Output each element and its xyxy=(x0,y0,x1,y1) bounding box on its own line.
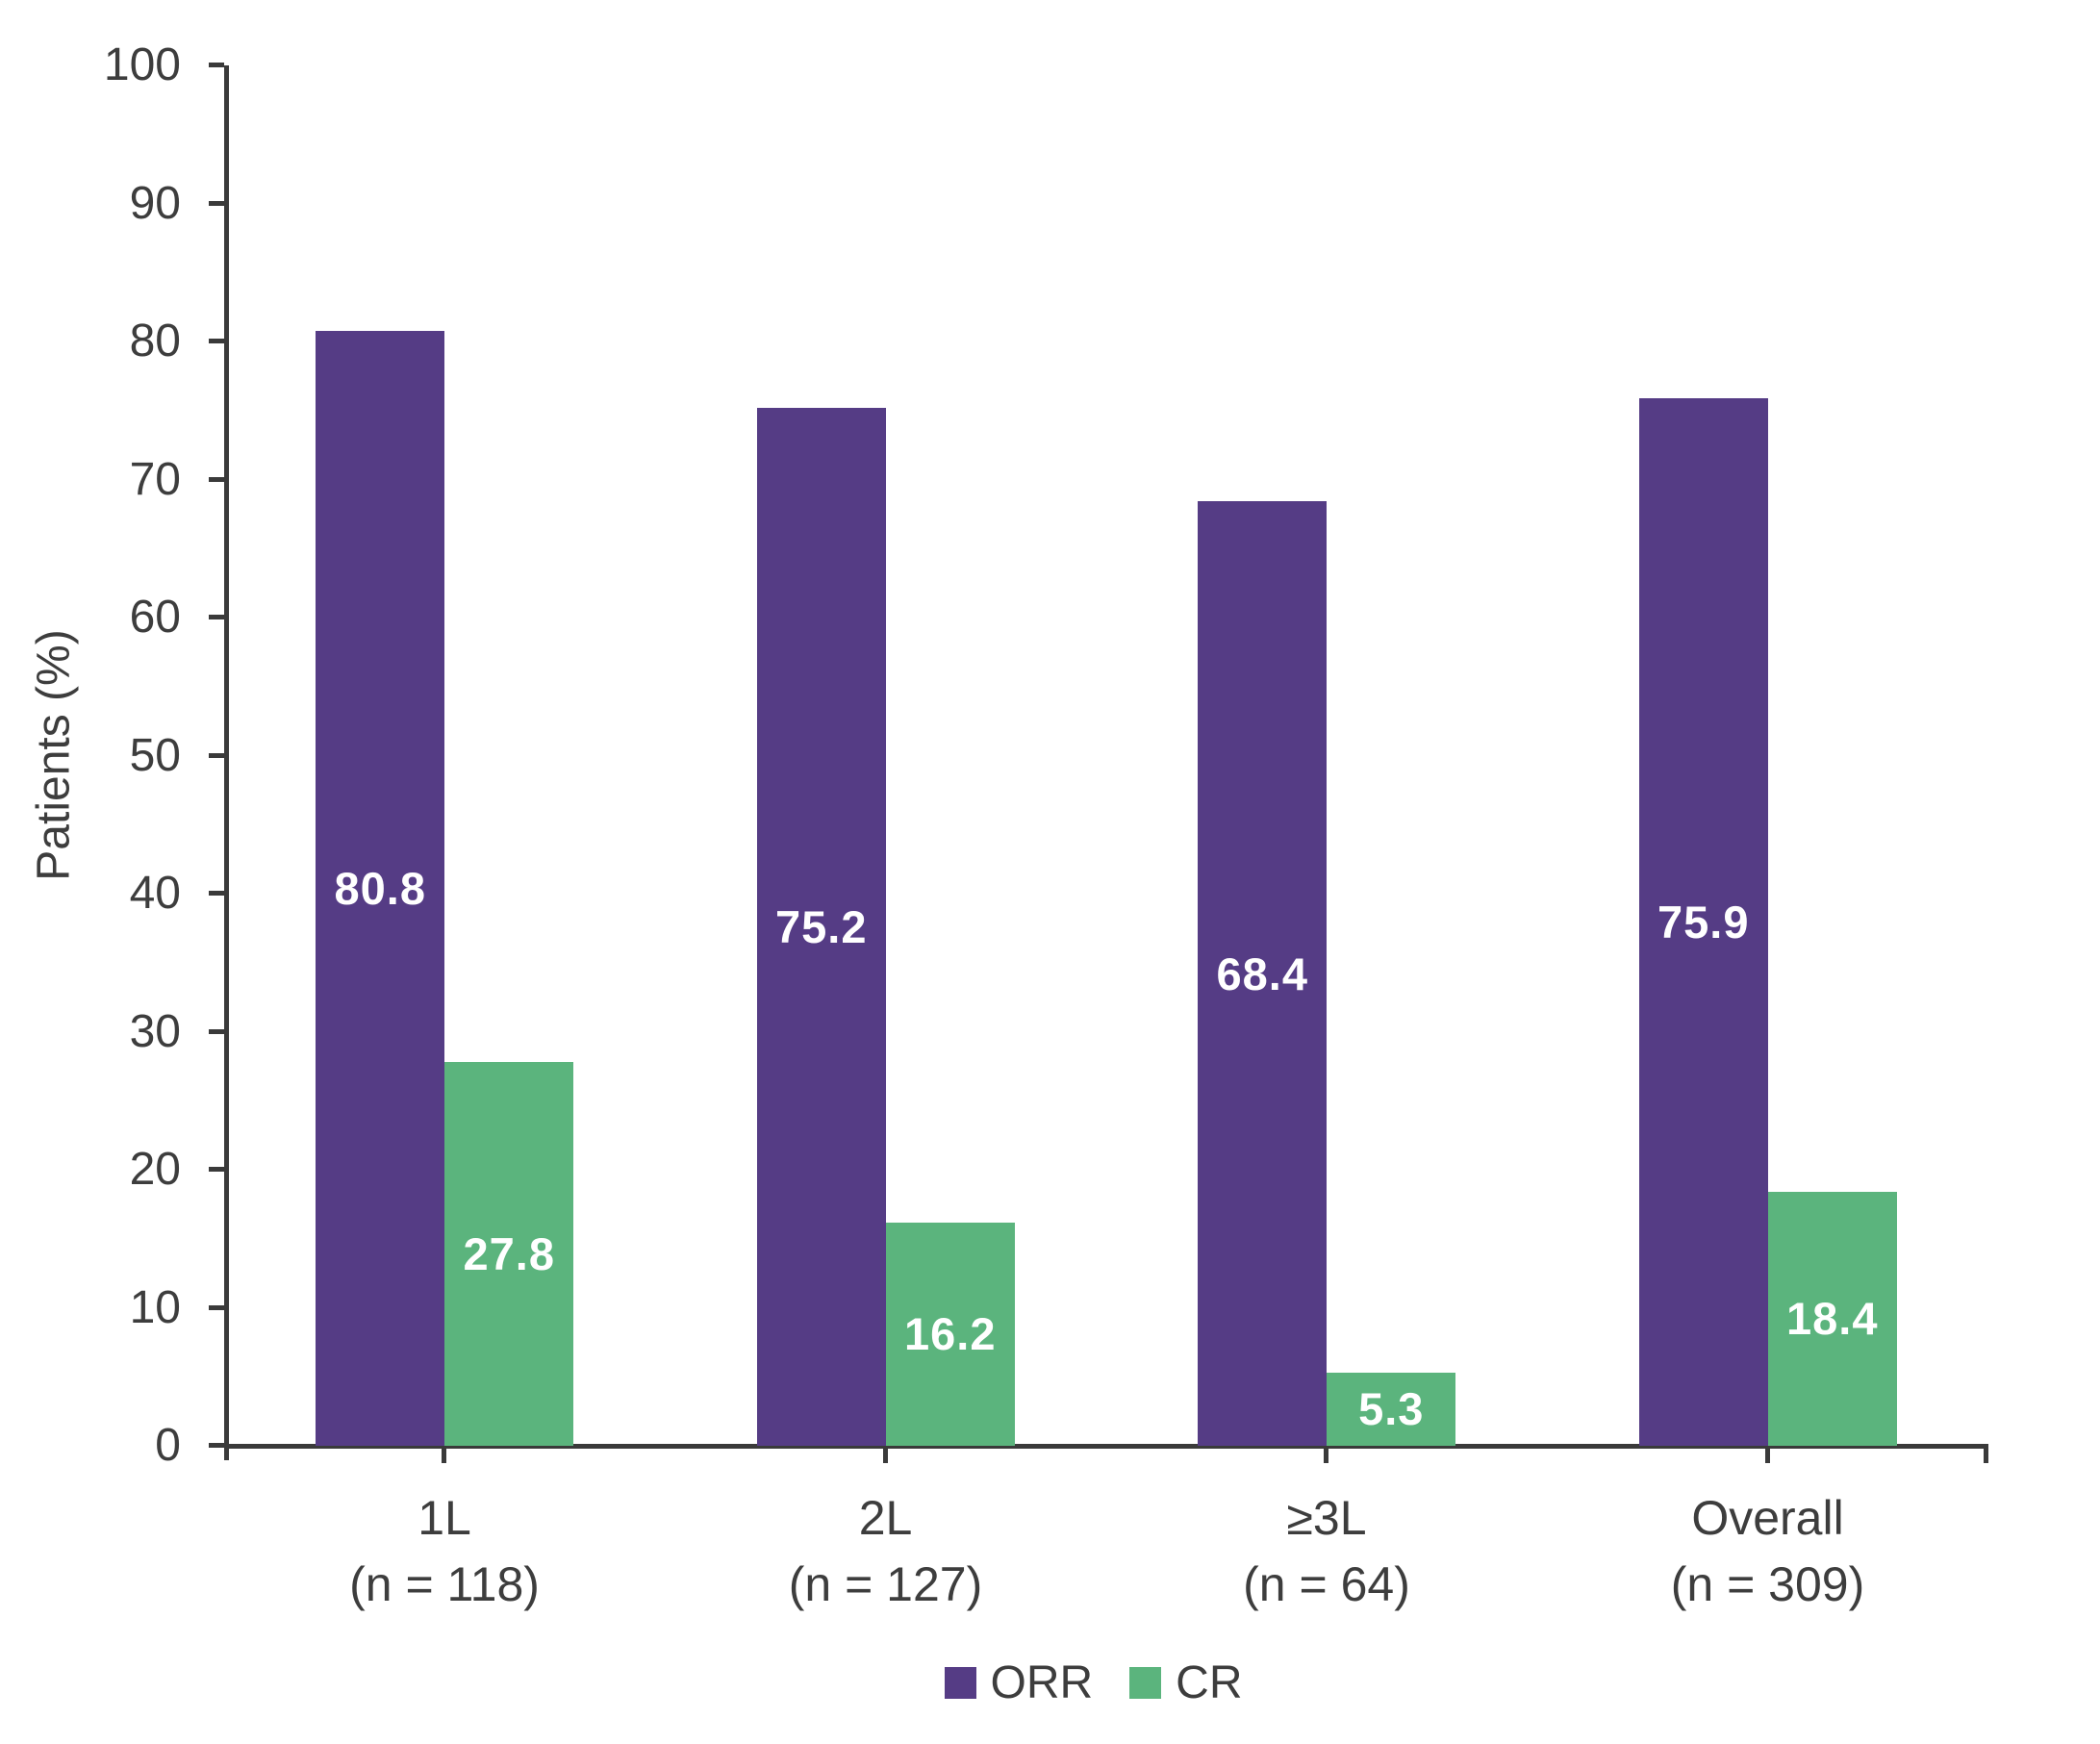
category-n-2: (n = 64) xyxy=(1243,1557,1410,1611)
y-tick-50 xyxy=(209,752,224,758)
bar-orr-3: 75.9 xyxy=(1638,397,1768,1446)
bar-value-cr-1: 16.2 xyxy=(904,1308,997,1360)
bar-value-cr-0: 27.8 xyxy=(463,1228,555,1280)
bar-value-orr-2: 68.4 xyxy=(1216,948,1308,999)
y-tick-30 xyxy=(209,1028,224,1034)
y-tick-20 xyxy=(209,1167,224,1172)
category-n-0: (n = 118) xyxy=(349,1557,540,1611)
x-axis-end-tick xyxy=(1984,1449,1988,1463)
y-tick-100 xyxy=(209,63,224,67)
bar-value-orr-0: 80.8 xyxy=(334,862,426,914)
y-tick-label-50: 50 xyxy=(129,729,181,781)
category-n-3: (n = 309) xyxy=(1670,1557,1865,1611)
y-tick-80 xyxy=(209,339,224,343)
x-tick-0 xyxy=(442,1449,447,1463)
y-tick-10 xyxy=(209,1304,224,1310)
legend-label-orr: ORR xyxy=(990,1657,1094,1708)
category-n-1: (n = 127) xyxy=(788,1557,983,1611)
x-tick-3 xyxy=(1764,1449,1770,1463)
bar-value-orr-1: 75.2 xyxy=(775,900,868,952)
bar-value-cr-2: 5.3 xyxy=(1358,1383,1425,1435)
x-tick-1 xyxy=(882,1449,888,1463)
bar-cr-3: 18.4 xyxy=(1767,1191,1897,1446)
y-tick-label-10: 10 xyxy=(129,1281,181,1333)
bar-cr-0: 27.8 xyxy=(444,1062,574,1446)
y-axis-line xyxy=(224,65,229,1460)
bar-orr-2: 68.4 xyxy=(1198,501,1328,1446)
x-axis-line xyxy=(224,1444,1988,1449)
legend-label-cr: CR xyxy=(1176,1657,1243,1708)
legend-swatch-cr xyxy=(1129,1667,1162,1699)
bar-cr-2: 5.3 xyxy=(1327,1372,1456,1446)
y-tick-40 xyxy=(209,891,224,896)
y-tick-label-90: 90 xyxy=(129,177,181,229)
category-name-3: Overall xyxy=(1691,1491,1844,1545)
y-tick-90 xyxy=(209,200,224,206)
bar-cr-1: 16.2 xyxy=(885,1222,1015,1446)
y-tick-label-80: 80 xyxy=(129,316,181,366)
y-tick-0 xyxy=(209,1443,224,1448)
y-tick-label-20: 20 xyxy=(129,1144,181,1195)
y-tick-70 xyxy=(209,476,224,482)
category-label-0: 1L (n = 118) xyxy=(224,1489,665,1613)
y-tick-60 xyxy=(209,615,224,619)
category-name-0: 1L xyxy=(417,1491,471,1545)
y-tick-label-40: 40 xyxy=(129,868,181,919)
legend-item-cr: CR xyxy=(1129,1656,1243,1709)
category-label-1: 2L (n = 127) xyxy=(666,1489,1106,1613)
category-name-1: 2L xyxy=(858,1491,913,1545)
category-name-2: ≥3L xyxy=(1286,1491,1367,1545)
legend-item-orr: ORR xyxy=(944,1656,1094,1709)
y-tick-label-100: 100 xyxy=(103,39,181,90)
legend: ORR CR xyxy=(43,1656,2100,1709)
y-tick-label-60: 60 xyxy=(129,592,181,643)
y-tick-label-0: 0 xyxy=(155,1420,181,1471)
bar-value-orr-3: 75.9 xyxy=(1657,896,1750,948)
category-label-2: ≥3L (n = 64) xyxy=(1106,1489,1547,1613)
bar-orr-0: 80.8 xyxy=(316,330,445,1446)
bar-value-cr-3: 18.4 xyxy=(1786,1293,1879,1345)
category-label-3: Overall (n = 309) xyxy=(1548,1489,1988,1613)
x-tick-2 xyxy=(1324,1449,1329,1463)
y-tick-label-70: 70 xyxy=(129,453,181,505)
bar-orr-1: 75.2 xyxy=(756,407,886,1446)
legend-swatch-orr xyxy=(944,1667,976,1699)
y-tick-label-30: 30 xyxy=(129,1005,181,1057)
